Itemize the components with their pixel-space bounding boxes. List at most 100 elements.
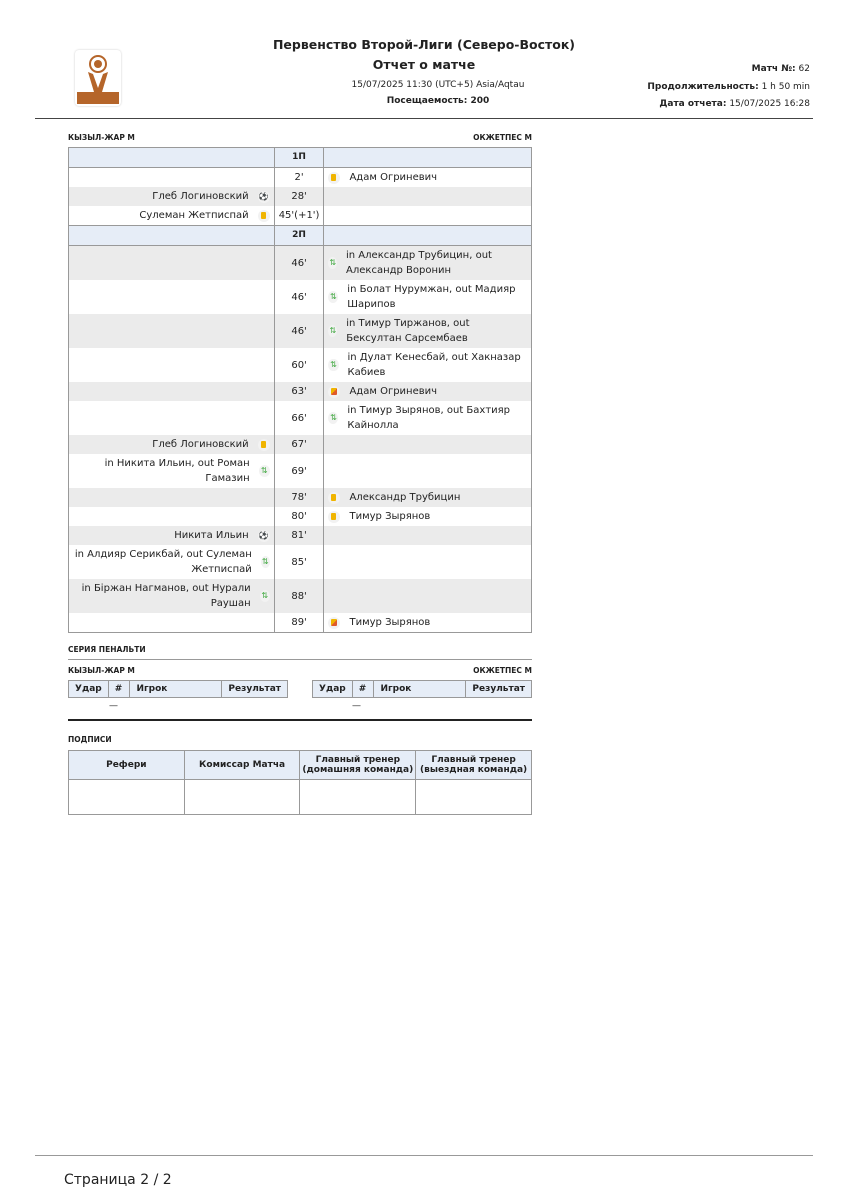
- col-header: Результат: [221, 680, 288, 698]
- event-minute: 89': [273, 613, 325, 633]
- event-text: Адам Огриневич: [349, 172, 438, 183]
- yellow-card-icon: [328, 491, 341, 504]
- event-minute: 67': [273, 435, 325, 454]
- event-text: Александр Трубицин: [349, 492, 461, 503]
- event-minute: 88': [273, 579, 325, 613]
- yellow-card-icon: [328, 171, 341, 184]
- event-minute: 45'(+1'): [273, 206, 325, 226]
- event-text: Сулеман Жетписпай: [139, 210, 249, 221]
- col-home-coach: Главный тренер (домашняя команда): [299, 750, 417, 780]
- col-header: Результат: [465, 680, 532, 698]
- substitution-icon: ⇅: [328, 412, 339, 424]
- event-row: 80' Тимур Зырянов: [68, 507, 532, 526]
- event-minute: 69': [273, 454, 325, 488]
- event-minute: 46': [273, 280, 325, 314]
- substitution-icon: ⇅: [259, 590, 270, 602]
- period-header: 1П: [68, 147, 532, 168]
- goal-ball-icon: ⚽: [257, 190, 270, 203]
- event-row: 78' Александр Трубицин: [68, 488, 532, 507]
- col-referee: Рефери: [68, 750, 185, 780]
- event-text: Глеб Логиновский: [152, 191, 249, 202]
- event-text: in Дулат Кенесбай, out Хакназар Кабиев: [347, 352, 521, 378]
- event-text: in Тимур Тиржанов, out Бексултан Сарсемб…: [346, 318, 470, 344]
- event-row: 66' ⇅ in Тимур Зырянов, out Бахтияр Кайнол…: [68, 401, 532, 435]
- signature-cell: [183, 779, 301, 815]
- yellow-card-icon: [328, 510, 341, 523]
- event-minute: 85': [273, 545, 325, 579]
- substitution-icon: ⇅: [328, 359, 339, 371]
- col-header: #: [107, 680, 131, 698]
- event-minute: 46': [273, 314, 325, 348]
- event-text: in Никита Ильин, out Роман Гамазин: [104, 458, 250, 484]
- event-minute: 2': [273, 167, 325, 187]
- event-row: 89' Тимур Зырянов: [68, 613, 532, 633]
- period-label: 2П: [273, 225, 325, 246]
- divider: [68, 719, 532, 721]
- substitution-icon: ⇅: [328, 325, 338, 337]
- page-number: Страница 2 / 2: [64, 1172, 172, 1188]
- event-minute: 46': [273, 245, 325, 280]
- event-row: 2' Адам Огриневич: [68, 167, 532, 187]
- duration: Продолжительность: 1 h 50 min: [647, 82, 810, 92]
- signature-cell: [415, 779, 532, 815]
- col-header: Удар: [312, 680, 353, 698]
- event-row: 46' ⇅ in Болат Нурумжан, out Мадияр Шарипо…: [68, 280, 532, 314]
- event-row: 46' ⇅ in Тимур Тиржанов, out Бексултан Сар…: [68, 314, 532, 348]
- event-text: Тимур Зырянов: [349, 617, 431, 628]
- event-minute: 80': [273, 507, 325, 526]
- report-date: Дата отчета: 15/07/2025 16:28: [659, 99, 810, 109]
- event-text: in Александр Трубицин, out Александр Вор…: [346, 250, 492, 276]
- match-number: Матч №: 62: [751, 64, 810, 74]
- event-text: in Біржан Нагманов, out Нурали Раушан: [81, 583, 251, 609]
- event-row: in Біржан Нагманов, out Нурали Раушан ⇅ 88…: [68, 579, 532, 613]
- yellow-card-icon: [257, 209, 270, 222]
- event-row: Сулеман Жетписпай 45'(+1'): [68, 206, 532, 226]
- col-commissioner: Комиссар Матча: [183, 750, 301, 780]
- penalties-away-empty: —: [352, 701, 361, 711]
- event-row: in Алдияр Серикбай, out Сулеман Жетписпа…: [68, 545, 532, 579]
- goal-ball-icon: ⚽: [257, 529, 270, 542]
- event-text: in Болат Нурумжан, out Мадияр Шарипов: [347, 284, 516, 310]
- col-header: Удар: [68, 680, 109, 698]
- divider: [35, 118, 813, 119]
- signatures-table: Рефери Комиссар Матча Главный тренер (дома…: [68, 750, 532, 815]
- event-minute: 28': [273, 187, 325, 206]
- report-title: Отчет о матче: [372, 57, 476, 72]
- event-text: in Алдияр Серикбай, out Сулеман Жетписпа…: [74, 549, 252, 575]
- substitution-icon: ⇅: [328, 257, 338, 269]
- period-header: 2П: [68, 225, 532, 246]
- penalties-title: СЕРИЯ ПЕНАЛЬТИ: [68, 645, 146, 654]
- event-text: in Тимур Зырянов, out Бахтияр Кайнолла: [347, 405, 511, 431]
- event-row: in Никита Ильин, out Роман Гамазин ⇅ 69': [68, 454, 532, 488]
- event-text: Тимур Зырянов: [349, 511, 431, 522]
- match-datetime: 15/07/2025 11:30 (UTC+5) Asia/Aqtau: [351, 80, 525, 90]
- away-team: ОКЖЕТПЕС М: [473, 133, 532, 142]
- yellow-card-icon: [257, 438, 270, 451]
- penalties-home-team: КЫЗЫЛ-ЖАР М: [68, 666, 135, 675]
- event-minute: 63': [273, 382, 325, 401]
- second-yellow-card-icon: [328, 385, 341, 398]
- event-row: 63' Адам Огриневич: [68, 382, 532, 401]
- event-minute: 78': [273, 488, 325, 507]
- substitution-icon: ⇅: [260, 556, 270, 568]
- penalties-away-table: Удар # Игрок Результат: [312, 680, 532, 698]
- substitution-icon: ⇅: [258, 465, 270, 477]
- penalties-home-table: Удар # Игрок Результат: [68, 680, 288, 698]
- attendance: Посещаемость: 200: [386, 96, 490, 106]
- league-logo: [75, 50, 121, 106]
- event-text: Адам Огриневич: [349, 386, 438, 397]
- period-label: 1П: [273, 147, 325, 168]
- col-header: Игрок: [129, 680, 223, 698]
- signature-cell: [299, 779, 417, 815]
- event-row: Никита Ильин ⚽ 81': [68, 526, 532, 545]
- event-row: Глеб Логиновский ⚽ 28': [68, 187, 532, 206]
- signatures-title: ПОДПИСИ: [68, 735, 112, 744]
- event-row: 60' ⇅ in Дулат Кенесбай, out Хакназар Каби…: [68, 348, 532, 382]
- col-away-coach: Главный тренер (выездная команда): [415, 750, 532, 780]
- substitution-icon: ⇅: [328, 291, 339, 303]
- event-minute: 81': [273, 526, 325, 545]
- signature-cell: [68, 779, 185, 815]
- league-title: Первенство Второй-Лиги (Северо-Восток): [272, 37, 576, 52]
- second-yellow-card-icon: [328, 616, 341, 629]
- event-text: Никита Ильин: [174, 530, 249, 541]
